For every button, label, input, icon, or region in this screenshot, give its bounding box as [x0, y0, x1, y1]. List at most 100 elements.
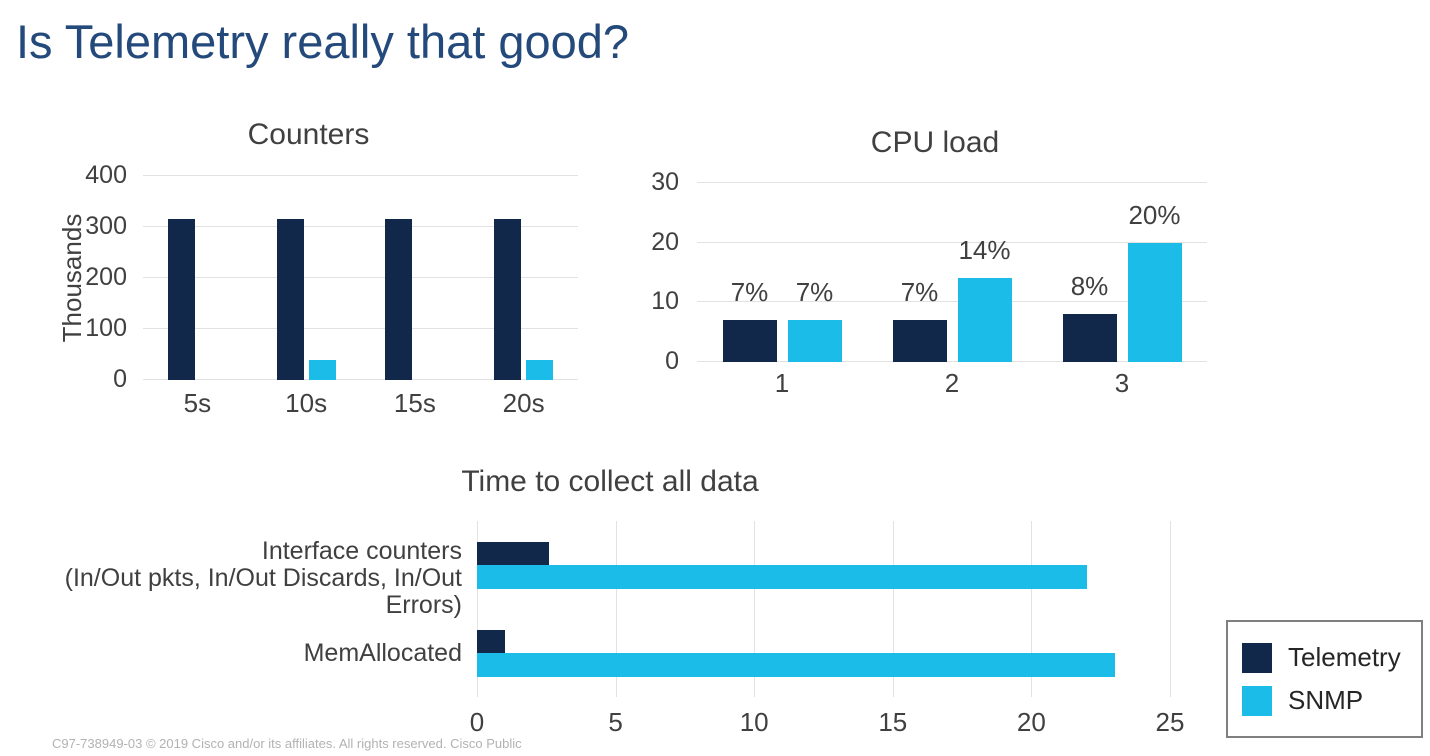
y-tick-label: 20	[651, 227, 679, 256]
bar-snmp	[957, 278, 1012, 362]
x-tick-label: 20s	[502, 388, 545, 418]
bar-stack	[417, 176, 444, 380]
bar-stack	[385, 176, 413, 380]
gridline	[754, 521, 756, 697]
bar-telemetry	[276, 218, 304, 380]
bar-value-label: 20%	[1128, 199, 1181, 230]
bar-group: 7% 7%	[697, 183, 867, 362]
gridline	[143, 226, 578, 227]
bar-stack	[526, 176, 554, 380]
category-label: Interface counters (In/Out pkts, In/Out D…	[30, 538, 462, 619]
x-tick-label: 10	[739, 707, 769, 737]
x-tick-label: 2	[944, 368, 960, 398]
gridline	[697, 361, 1207, 362]
x-tick-label: 3	[1114, 368, 1130, 398]
x-tick-label: 25	[1155, 707, 1185, 737]
bar-value-label: 14%	[958, 235, 1011, 266]
bar-stack: 8%	[1062, 183, 1117, 362]
bar-value-label: 7%	[730, 277, 769, 308]
bar-stack: 7%	[787, 183, 842, 362]
bar-group	[361, 176, 470, 380]
bar-stack: 7%	[892, 183, 947, 362]
bar-telemetry	[385, 218, 413, 380]
legend-label-snmp: SNMP	[1288, 685, 1364, 715]
bar-telemetry	[477, 629, 505, 653]
x-tick-label: 20	[1016, 707, 1046, 737]
bar-group	[252, 176, 361, 380]
telemetry-color-swatch	[1242, 642, 1272, 673]
gridline	[697, 301, 1207, 303]
footer-copyright: C97-738949-03 © 2019 Cisco and/or its af…	[52, 736, 522, 751]
gridline	[1170, 521, 1171, 697]
bar-telemetry	[722, 320, 777, 362]
y-tick-label: 100	[85, 314, 127, 342]
gridline	[143, 328, 578, 329]
legend-item-snmp: SNMP	[1242, 685, 1421, 716]
bar-snmp	[308, 359, 336, 380]
y-tick-label: 300	[85, 212, 127, 240]
gridline	[615, 521, 617, 697]
time-to-collect-plot-area	[477, 521, 1171, 697]
counters-chart-title: Counters	[247, 118, 370, 151]
slide-title: Is Telemetry really that good?	[16, 15, 630, 68]
bar-stack	[477, 541, 1087, 589]
bar-stack: 7%	[722, 183, 777, 362]
bar-stack	[200, 176, 227, 380]
gridline	[697, 241, 1207, 243]
bar-snmp	[477, 564, 1087, 589]
bar-group: 7% 14%	[867, 183, 1037, 362]
snmp-color-swatch	[1242, 685, 1272, 716]
bar-snmp	[1127, 242, 1182, 362]
x-tick-label: 5s	[183, 388, 212, 418]
x-tick-label: 1	[774, 368, 790, 398]
cpu-load-chart-title: CPU load	[870, 126, 1000, 159]
legend-item-telemetry: Telemetry	[1242, 642, 1421, 673]
bar-group	[469, 176, 578, 380]
category-label-line: MemAllocated	[303, 638, 462, 667]
category-label: MemAllocated	[30, 638, 462, 667]
counters-chart: Counters Thousands 0 100 200 300 400 5s 10s 15s…	[40, 112, 578, 432]
x-tick-label: 15	[878, 707, 908, 737]
bar-telemetry	[494, 218, 522, 380]
y-tick-label: 0	[113, 365, 127, 393]
x-tick-label: 10s	[285, 388, 328, 418]
y-tick-label: 200	[85, 263, 127, 291]
bar-group	[143, 176, 252, 380]
bar-telemetry	[1062, 314, 1117, 362]
y-tick-label: 10	[651, 287, 679, 316]
bar-telemetry	[892, 320, 947, 362]
gridline	[1031, 521, 1033, 697]
x-tick-label: 0	[469, 707, 485, 737]
bar-stack: 20%	[1127, 183, 1182, 362]
time-to-collect-chart: Time to collect all data 0 5 10 15 20 25 Inter…	[30, 460, 1190, 756]
bar-stack: 14%	[957, 183, 1012, 362]
bar-value-label: 7%	[900, 277, 939, 308]
counters-plot-area	[143, 175, 578, 380]
category-label-line: (In/Out pkts, In/Out Discards, In/Out Er…	[64, 564, 462, 619]
bar-telemetry	[167, 218, 195, 380]
bar-value-label: 7%	[795, 277, 834, 308]
cpu-load-plot-area: 7% 7% 7% 14% 8% 20%	[697, 182, 1207, 362]
bar-value-label: 8%	[1070, 271, 1109, 302]
category-label-line: Interface counters	[261, 537, 462, 565]
bar-stack	[477, 629, 1115, 677]
gridline	[143, 277, 578, 278]
y-tick-label: 400	[85, 161, 127, 189]
y-tick-label: 0	[665, 347, 679, 375]
gridline	[143, 379, 578, 380]
bar-snmp	[787, 320, 842, 362]
y-tick-label: 30	[651, 168, 679, 196]
legend-label-telemetry: Telemetry	[1288, 642, 1401, 672]
x-tick-label: 5	[608, 707, 623, 737]
gridline	[477, 521, 478, 697]
bar-stack	[276, 176, 304, 380]
bar-stack	[167, 176, 195, 380]
gridline	[143, 175, 578, 176]
time-to-collect-chart-title: Time to collect all data	[461, 465, 759, 498]
gridline	[697, 182, 1207, 183]
bar-stack	[308, 176, 336, 380]
gridline	[892, 521, 894, 697]
bar-telemetry	[477, 541, 550, 565]
bar-group: 8% 20%	[1037, 183, 1207, 362]
